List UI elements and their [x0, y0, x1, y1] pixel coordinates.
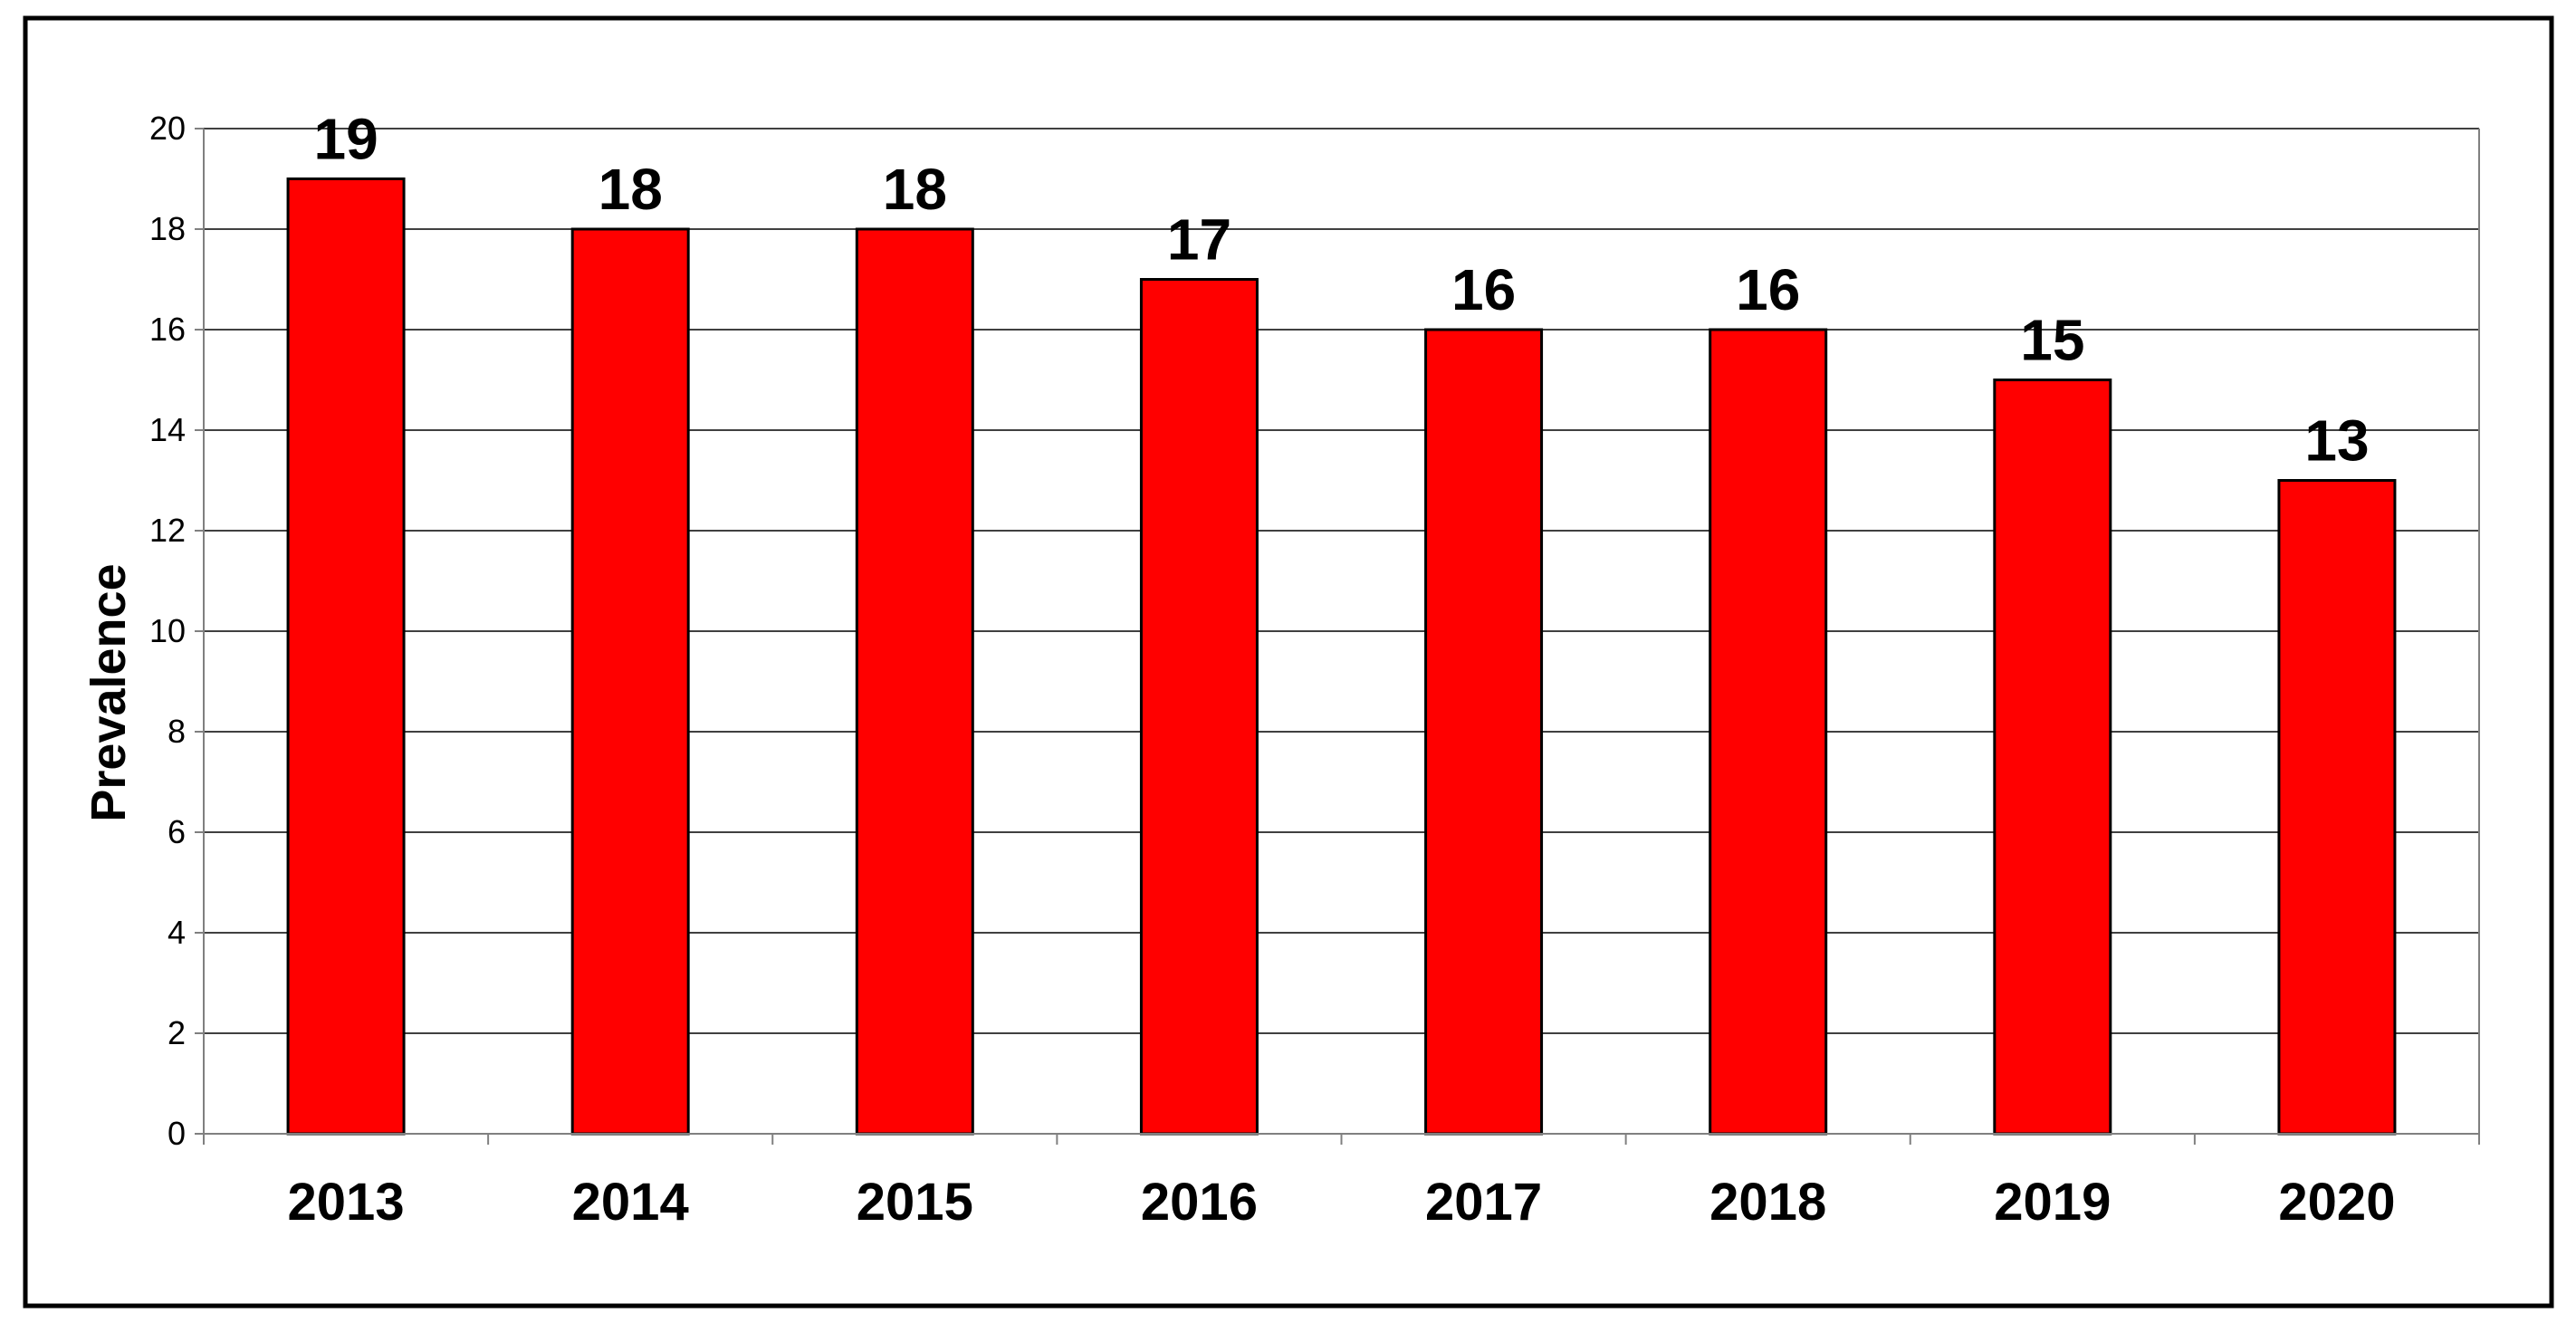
data-label-2015: 18 — [883, 157, 947, 222]
data-label-2020: 13 — [2304, 408, 2369, 474]
bar-2018 — [1709, 328, 1828, 1136]
bar-2014 — [570, 227, 690, 1136]
x-category-label-2013: 2013 — [288, 1173, 405, 1232]
x-category-label-2017: 2017 — [1425, 1173, 1542, 1232]
data-label-2019: 15 — [2020, 308, 2084, 373]
y-tick-label: 12 — [149, 512, 186, 549]
bar-2017 — [1424, 328, 1544, 1136]
x-category-label-2018: 2018 — [1709, 1173, 1826, 1232]
data-label-2016: 17 — [1167, 207, 1231, 273]
y-tick-label: 18 — [149, 210, 186, 247]
bar-2020 — [2277, 479, 2397, 1136]
y-tick-label: 2 — [168, 1014, 186, 1051]
x-category-label-2016: 2016 — [1141, 1173, 1258, 1232]
x-category-label-2020: 2020 — [2278, 1173, 2395, 1232]
data-label-2018: 16 — [1736, 257, 1800, 322]
x-category-label-2019: 2019 — [1994, 1173, 2111, 1232]
y-tick-label: 4 — [168, 914, 186, 951]
bar-2015 — [855, 227, 974, 1136]
y-tick-label: 20 — [149, 110, 186, 147]
bar-2016 — [1139, 278, 1259, 1136]
x-category-label-2015: 2015 — [857, 1173, 973, 1232]
chart-border — [23, 15, 2554, 1309]
y-tick-label: 6 — [168, 813, 186, 850]
axes — [195, 128, 2480, 1145]
y-tick-label: 16 — [149, 311, 186, 348]
y-axis-title: Prevalence — [81, 563, 136, 821]
y-tick-label: 14 — [149, 411, 186, 448]
y-tick-label: 0 — [168, 1115, 186, 1152]
bar-2013 — [286, 177, 406, 1136]
data-label-2013: 19 — [313, 107, 378, 172]
data-label-2014: 18 — [599, 157, 663, 222]
x-category-label-2014: 2014 — [572, 1173, 689, 1232]
data-label-2017: 16 — [1451, 257, 1516, 322]
y-tick-label: 8 — [168, 713, 186, 750]
y-tick-label: 10 — [149, 612, 186, 649]
bar-2019 — [1993, 379, 2112, 1136]
